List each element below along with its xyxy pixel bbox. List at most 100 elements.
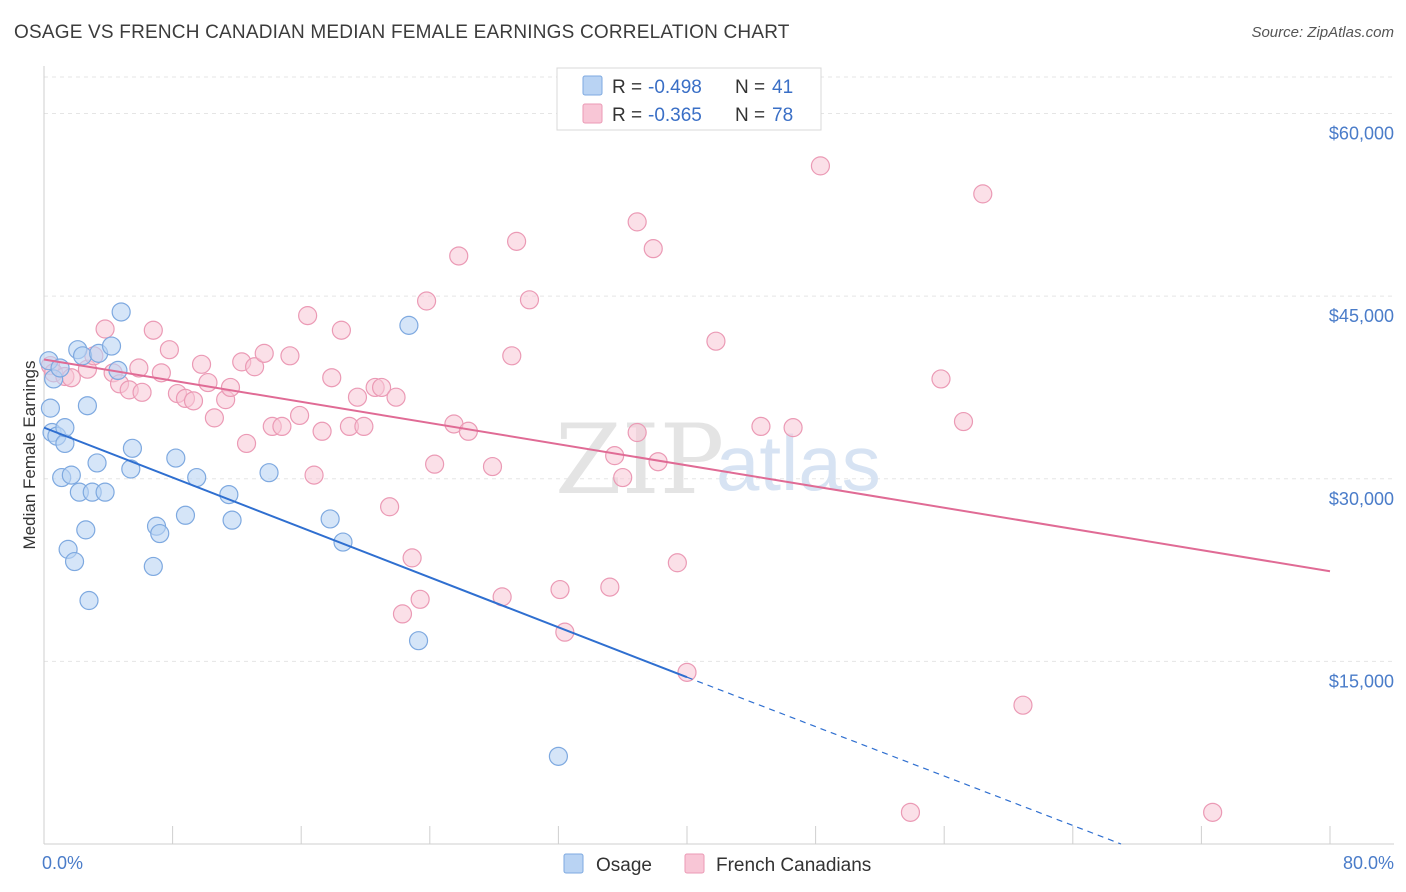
french-canadians-point: [449, 246, 469, 266]
french-canadians-point: [386, 387, 406, 407]
osage-point: [87, 453, 107, 473]
y-axis-label: Median Female Earnings: [20, 361, 39, 550]
bottom-legend-fc: French Canadians: [716, 855, 871, 876]
osage-point: [61, 465, 81, 485]
osage-trend-line: [43, 426, 688, 679]
legend-osage-n-label: N =: [735, 77, 765, 98]
french-canadians-point: [605, 446, 625, 466]
osage-point: [333, 532, 353, 552]
french-canadians-point: [519, 290, 540, 310]
french-canadians-point: [244, 357, 265, 377]
watermark: ZIP atlas: [555, 404, 881, 516]
grid-layer: $15,000 $30,000 $45,000 $60,000: [44, 76, 1394, 691]
french-canadians-point: [507, 231, 527, 251]
osage-point: [399, 315, 419, 335]
osage-point: [175, 505, 196, 525]
y-tick-label: $15,000: [1329, 671, 1394, 691]
french-canadians-point: [482, 456, 503, 477]
french-canadians-point: [322, 368, 342, 388]
french-canadians-point: [204, 408, 224, 428]
osage-point: [72, 346, 93, 366]
x-tick-min: 0.0%: [42, 853, 83, 873]
french-canadians-point: [783, 418, 803, 438]
french-canadians-point: [371, 377, 392, 398]
osage-point: [121, 459, 141, 479]
french-canadians-point: [331, 320, 351, 340]
bottom-legend: Osage French Canadians: [563, 853, 871, 876]
french-canadians-point: [973, 184, 993, 204]
french-canadians-point: [392, 604, 413, 624]
chart-title: OSAGE VS FRENCH CANADIAN MEDIAN FEMALE E…: [14, 22, 790, 43]
y-tick-label: $45,000: [1329, 306, 1394, 326]
french-canadians-point: [677, 662, 697, 682]
french-canadians-point: [159, 340, 179, 360]
french-canadians-point: [183, 391, 204, 411]
french-canadians-point: [220, 377, 241, 398]
french-canadians-point: [304, 465, 324, 485]
french-canadians-point: [380, 497, 400, 517]
x-tick-max: 80.0%: [1343, 853, 1394, 873]
osage-points: [39, 302, 569, 766]
trend-layer: [43, 358, 1331, 845]
french-canadians-point: [129, 358, 149, 378]
y-tick-label: $60,000: [1329, 124, 1394, 144]
legend-fc-r-value: -0.365: [648, 105, 702, 126]
osage-point: [95, 482, 115, 502]
french-canadians-point: [953, 411, 974, 432]
osage-point: [40, 398, 61, 418]
french-canadians-point: [280, 346, 300, 366]
osage-point: [219, 484, 239, 505]
french-canadians-point: [810, 156, 831, 176]
osage-point: [101, 336, 122, 356]
french-canadians-point: [751, 416, 771, 437]
legend-swatch-osage: [582, 75, 603, 96]
bottom-legend-swatch-osage: [563, 853, 584, 874]
french-canadians-point: [1203, 802, 1223, 822]
french-canadians-point: [931, 369, 951, 389]
osage-point: [122, 438, 143, 458]
french-canadians-point: [502, 346, 522, 366]
legend-osage-r-value: -0.498: [648, 77, 702, 98]
legend-fc-n-value: 78: [772, 105, 793, 126]
osage-point: [150, 523, 170, 544]
french-canadians-point: [550, 579, 570, 600]
french-canadians-point: [402, 548, 422, 568]
french-canadians-point: [643, 239, 663, 259]
top-legend: R = -0.498 N = 41 R = -0.365 N = 78: [556, 67, 822, 131]
french-canadians-point: [289, 405, 310, 426]
osage-point: [76, 520, 96, 540]
osage-point: [143, 556, 163, 577]
legend-fc-n-label: N =: [735, 105, 765, 126]
legend-fc-r-label: R =: [612, 105, 642, 126]
french-canadians-point: [1013, 695, 1033, 715]
french-canadians-point: [900, 802, 921, 822]
osage-point: [259, 463, 279, 483]
french-canadians-point: [667, 553, 687, 573]
french-canadians-point: [191, 354, 212, 374]
osage-point: [166, 448, 186, 468]
french-canadians-point: [298, 306, 318, 326]
french-canadians-point: [132, 382, 152, 402]
french-canadians-point: [272, 416, 292, 437]
osage-point: [222, 510, 242, 530]
axis-layer: [43, 66, 1394, 845]
legend-osage-n-value: 41: [772, 77, 793, 98]
french-canadians-point: [254, 343, 274, 363]
french-canadians-point: [143, 320, 163, 340]
y-tick-label: $30,000: [1329, 489, 1394, 509]
osage-trend-extension: [686, 676, 1122, 845]
french-canadians-point: [354, 416, 374, 437]
french-canadians-point: [95, 319, 115, 339]
french-canadians-point: [236, 433, 257, 454]
watermark-zip: ZIP: [555, 404, 724, 516]
french-canadians-point: [416, 291, 437, 311]
french-canadians-point: [410, 589, 430, 609]
osage-point: [64, 551, 85, 572]
french-canadians-point: [312, 421, 332, 441]
french-canadians-point: [347, 387, 368, 407]
bottom-legend-osage: Osage: [596, 855, 652, 876]
french-canadians-point: [198, 372, 218, 393]
x-tick-labels: 0.0% 80.0%: [42, 853, 1394, 873]
osage-point: [111, 302, 131, 322]
french-canadians-point: [600, 577, 620, 597]
